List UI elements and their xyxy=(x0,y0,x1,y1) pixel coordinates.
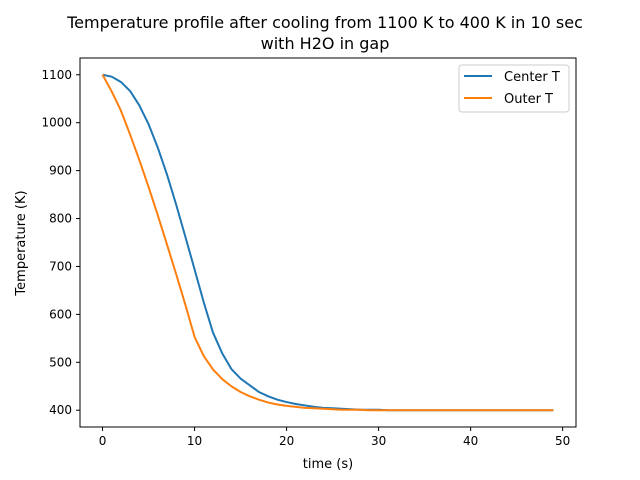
chart-title: Temperature profile after cooling from 1… xyxy=(66,13,583,32)
x-axis-label: time (s) xyxy=(303,457,353,472)
legend-label-outer-t: Outer T xyxy=(504,92,553,107)
x-tick-label: 40 xyxy=(463,434,478,448)
series-layer xyxy=(101,73,554,412)
plot-frame xyxy=(79,57,577,428)
x-tick-label: 30 xyxy=(371,434,386,448)
x-tick-label: 50 xyxy=(555,434,570,448)
y-tick-label: 600 xyxy=(49,307,72,321)
y-tick-label: 800 xyxy=(49,212,72,226)
y-axis: 400 500 600 700 800 900 1000 1100 xyxy=(41,68,80,417)
y-axis-label: Temperature (K) xyxy=(14,190,29,296)
y-tick-label: 500 xyxy=(49,355,72,369)
legend-label-center-t: Center T xyxy=(504,70,560,85)
x-tick-label: 20 xyxy=(279,434,294,448)
chart-subtitle: with H2O in gap xyxy=(261,34,390,53)
legend: Center T Outer T xyxy=(458,64,570,113)
y-tick-label: 900 xyxy=(49,164,72,178)
y-tick-label: 1000 xyxy=(41,116,72,130)
x-axis: 0 10 20 30 40 50 xyxy=(99,427,570,448)
y-tick-label: 700 xyxy=(49,259,72,273)
x-tick-label: 0 xyxy=(99,434,107,448)
x-tick-label: 10 xyxy=(187,434,202,448)
y-tick-label: 1100 xyxy=(41,68,72,82)
series-line-outer-t xyxy=(101,74,554,412)
y-tick-label: 400 xyxy=(49,403,72,417)
